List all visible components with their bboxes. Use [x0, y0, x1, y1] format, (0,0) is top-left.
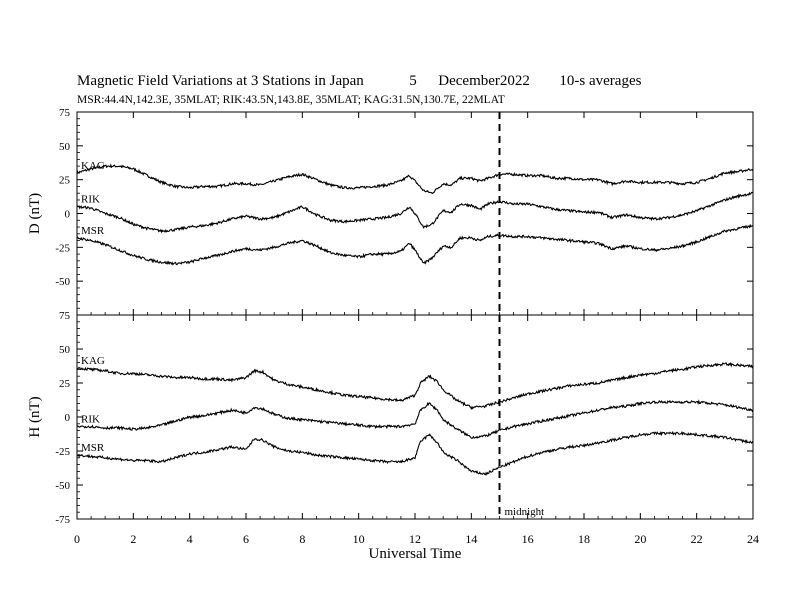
x-tick-label: 22 [691, 532, 703, 546]
y-tick-label: 0 [65, 209, 71, 221]
series-line-kag [76, 163, 754, 195]
chart-title: Magnetic Field Variations at 3 Stations … [77, 73, 641, 90]
y-tick-label: 75 [59, 310, 71, 322]
panel-d: -50 -25 0 25 50 75 D (nT) KAG RIK MSR [27, 107, 754, 316]
x-axis-label: Universal Time [369, 546, 462, 562]
panel-frame [76, 314, 754, 520]
series-label-msr: MSR [81, 225, 105, 237]
x-tick-label: 4 [187, 532, 193, 546]
y-axis-label: H (nT) [27, 396, 43, 437]
series-line-rik [76, 399, 754, 440]
x-tick-label: 6 [243, 532, 249, 546]
y-tick-label: 0 [65, 412, 71, 424]
series-label-msr: MSR [81, 442, 105, 454]
x-tick-label: 20 [634, 532, 646, 546]
series-line-msr [76, 223, 754, 266]
title-text: Magnetic Field Variations at 3 Stations … [77, 73, 364, 89]
x-tick-label: 0 [74, 532, 80, 546]
panel-h: -75 -50 -25 0 25 50 75 H (nT) KAG RIK MSR [27, 310, 754, 526]
x-tick-label: 8 [299, 532, 305, 546]
y-tick-label: -25 [55, 446, 70, 458]
y-axis-label: D (nT) [27, 193, 43, 234]
x-tick-label: 10 [353, 532, 365, 546]
series-line-msr [76, 430, 754, 476]
x-tick-label: 18 [578, 532, 590, 546]
y-tick-label: -50 [55, 276, 70, 288]
y-tick-label: -25 [55, 242, 70, 254]
series-label-kag: KAG [81, 355, 105, 367]
series-line-rik [76, 191, 754, 234]
title-day: 5 [409, 73, 417, 89]
y-tick-label: 75 [59, 107, 71, 119]
y-tick-label: -75 [55, 514, 70, 526]
y-tick-label: -50 [55, 480, 70, 492]
series-label-rik: RIK [81, 414, 100, 426]
x-tick-label: 16 [522, 532, 534, 546]
x-tick-label: 2 [130, 532, 136, 546]
series-line-kag [77, 362, 754, 411]
title-month-year: December2022 [438, 73, 530, 89]
y-tick-label: 25 [59, 378, 71, 390]
y-tick-label: 25 [59, 175, 71, 187]
y-tick-label: 50 [59, 141, 71, 153]
x-tick-label: 14 [465, 532, 477, 546]
station-coordinates: MSR:44.4N,142.3E, 35MLAT; RIK:43.5N,143.… [77, 94, 505, 106]
y-tick-label: 50 [59, 344, 71, 356]
x-tick-label: 24 [747, 532, 759, 546]
midnight-label: midnight [505, 506, 545, 518]
panel-frame [76, 111, 754, 316]
x-tick-label: 12 [409, 532, 421, 546]
series-label-rik: RIK [81, 194, 100, 206]
title-averaging: 10-s averages [559, 73, 642, 89]
series-label-kag: KAG [81, 160, 105, 172]
